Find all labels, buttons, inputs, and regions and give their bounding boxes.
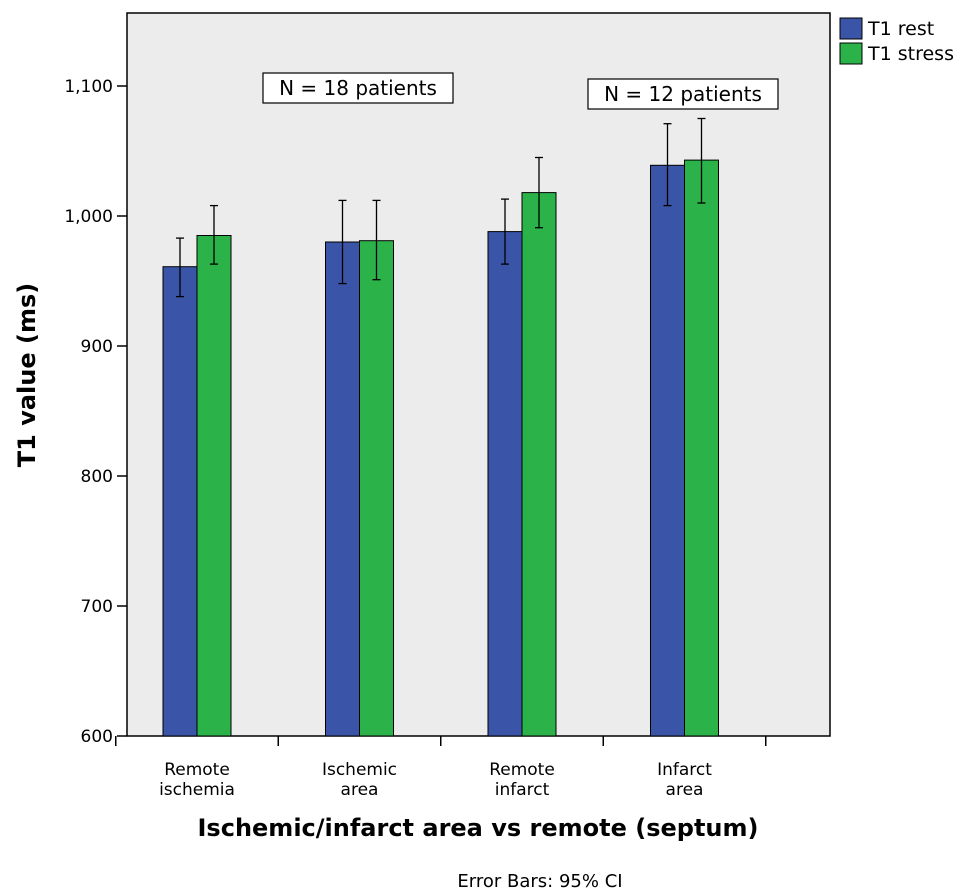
y-tick-label: 600 (81, 727, 113, 747)
y-tick-label: 700 (81, 597, 113, 617)
x-tick-label: area (666, 780, 704, 800)
annotations: N = 18 patients N = 12 patients (262, 72, 779, 110)
annotation-box (587, 78, 779, 110)
bar (487, 231, 523, 737)
legend: T1 rest T1 stress (839, 17, 954, 65)
bars (162, 159, 719, 737)
bar (650, 164, 685, 737)
x-axis-title: Ischemic/infarct area vs remote (septum) (198, 814, 759, 842)
x-tick-label: area (341, 780, 379, 800)
bar (325, 241, 360, 737)
x-tick-label: Remote (489, 760, 555, 780)
y-tick-label: 1,000 (64, 207, 113, 227)
annotation-text: N = 12 patients (604, 82, 762, 106)
y-axis-title: T1 value (ms) (13, 283, 41, 467)
bar (196, 235, 232, 737)
y-tick-label: 900 (81, 337, 113, 357)
bar (162, 266, 198, 737)
bar (684, 159, 719, 737)
y-tick-label: 1,100 (64, 77, 113, 97)
y-tick-label: 800 (81, 467, 113, 487)
bar (521, 192, 557, 737)
x-tick-label: Infarct (657, 760, 712, 780)
y-axis: 600 700 800 900 1,000 1,100 (64, 77, 127, 747)
legend-label: T1 stress (867, 43, 954, 65)
bar (359, 240, 394, 737)
x-tick-label: ischemia (159, 780, 235, 800)
annotation-box (262, 72, 454, 104)
x-axis: RemoteischemiaIschemicareaRemoteinfarctI… (115, 736, 767, 800)
annotation-text: N = 18 patients (279, 76, 437, 100)
plot-area (126, 12, 831, 737)
legend-label: T1 rest (867, 18, 934, 40)
legend-swatch (839, 42, 863, 65)
x-tick-label: infarct (495, 780, 550, 800)
error-bars-note: Error Bars: 95% CI (457, 871, 622, 892)
x-tick-label: Ischemic (322, 760, 397, 780)
legend-swatch (839, 17, 863, 40)
error-bars (176, 117, 706, 298)
x-tick-label: Remote (164, 760, 230, 780)
